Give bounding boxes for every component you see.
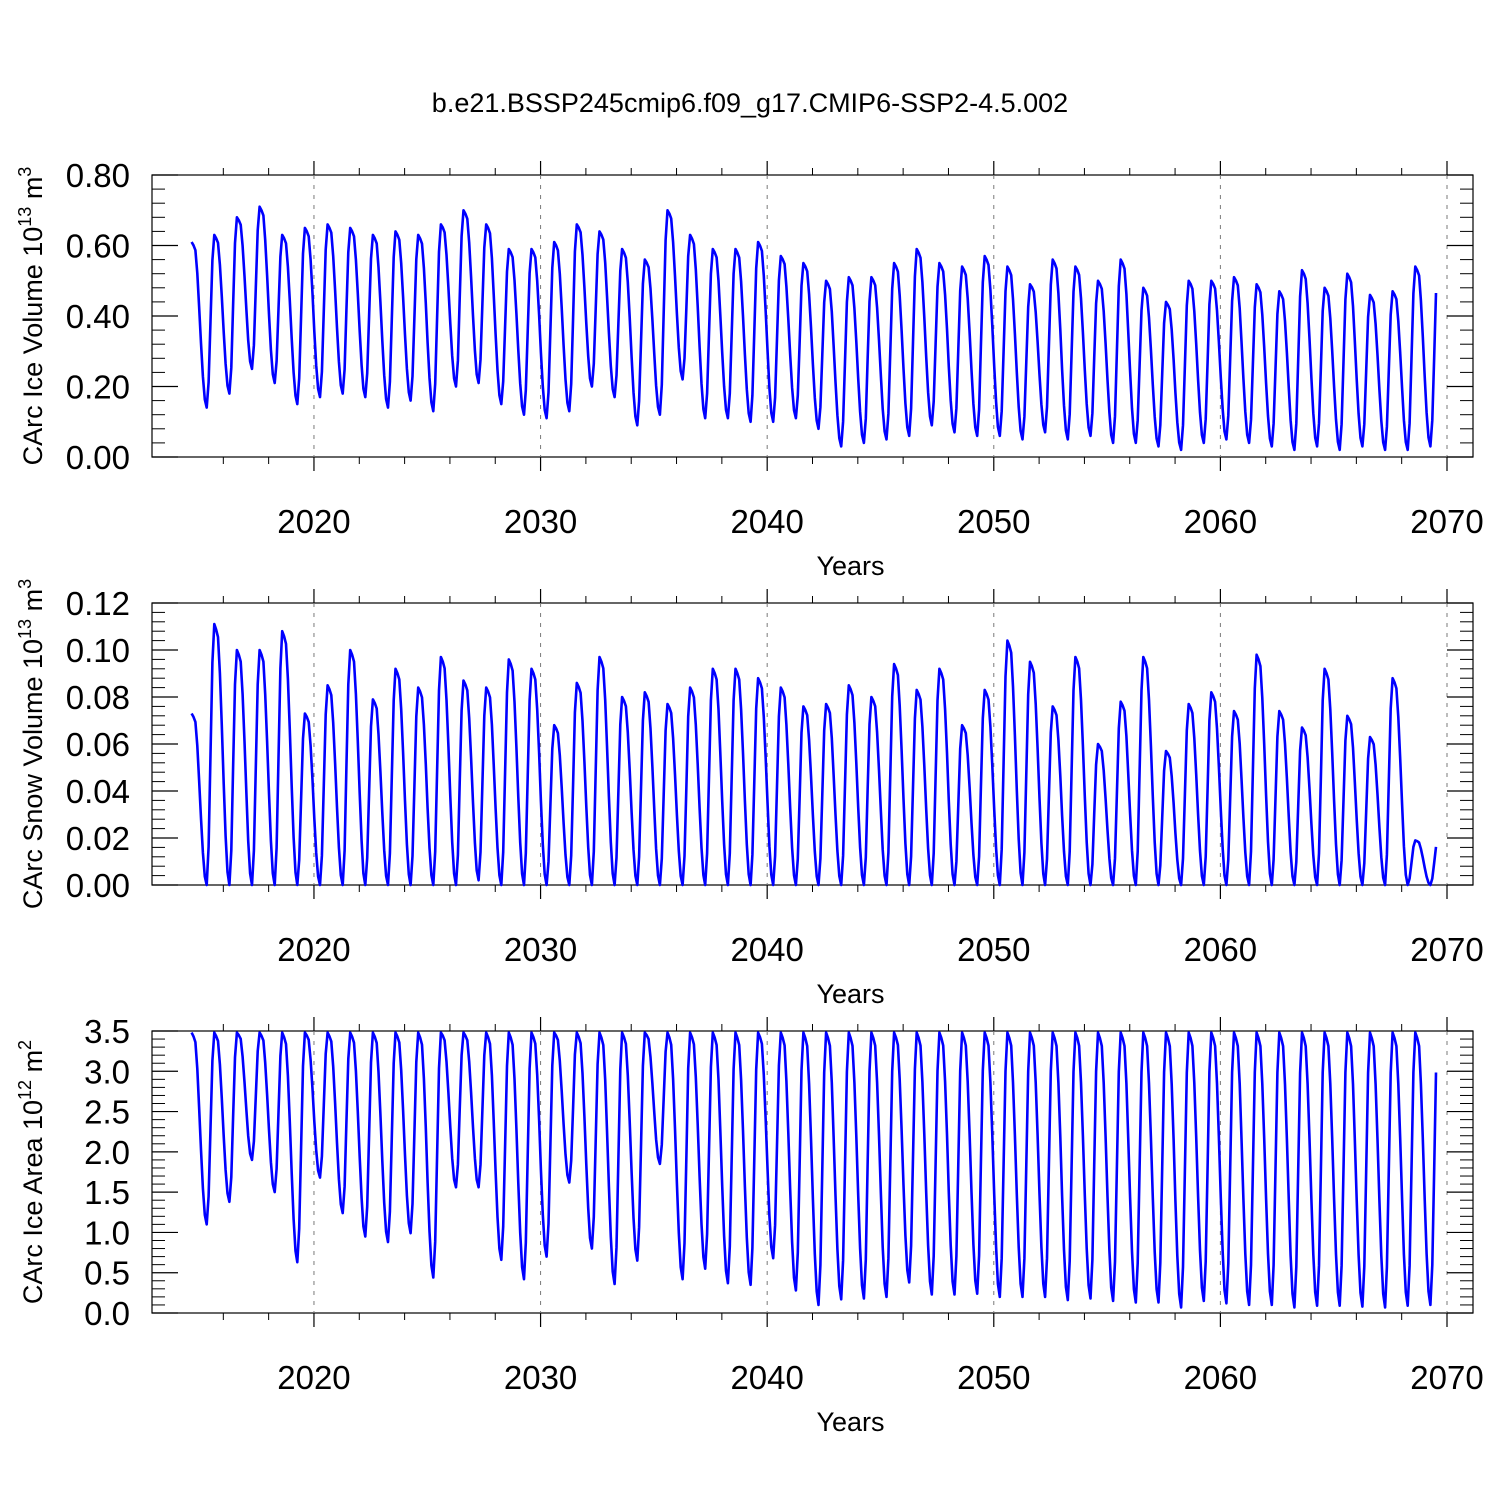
x-tick-label: 2060 — [1184, 1359, 1257, 1396]
x-tick-label: 2020 — [277, 931, 350, 968]
x-tick-label: 2020 — [277, 503, 350, 540]
y-tick-label: 0.5 — [84, 1255, 130, 1292]
y-tick-label: 0.06 — [66, 726, 130, 763]
series-line-1 — [190, 622, 1438, 887]
y-tick-label: 0.60 — [66, 228, 130, 265]
figure-title: b.e21.BSSP245cmip6.f09_g17.CMIP6-SSP2-4.… — [432, 88, 1068, 118]
y-tick-label: 0.08 — [66, 679, 130, 716]
x-tick-label: 2030 — [504, 931, 577, 968]
y-tick-label: 2.0 — [84, 1134, 130, 1171]
x-tick-label: 2040 — [730, 503, 803, 540]
y-tick-label: 3.0 — [84, 1053, 130, 1090]
panel-2: 2020 2030 2040 2050 2060 2070 0.00 0.02 0.04 0.06… — [15, 579, 1484, 1009]
x-tick-label: 2030 — [504, 503, 577, 540]
x-tick-label: 2040 — [730, 1359, 803, 1396]
x-tick-label: 2050 — [957, 503, 1030, 540]
y-tick-label: 0.00 — [66, 867, 130, 904]
x-axis-label: Years — [816, 551, 884, 581]
x-axis-label: Years — [816, 979, 884, 1009]
x-tick-label: 2060 — [1184, 503, 1257, 540]
panel-3: 2020 2030 2040 2050 2060 2070 0.00.5 1.01.52.02… — [15, 1013, 1484, 1437]
y-tick-label: 0.04 — [66, 773, 130, 810]
panel-1: 2020 2030 2040 2050 2060 2070 0.00 0.20 0.40 0.60… — [15, 157, 1484, 581]
y-tick-label: 2.5 — [84, 1094, 130, 1131]
x-tick-label: 2020 — [277, 1359, 350, 1396]
y-axis-label: CArc Ice Area 1012 m2 — [15, 1040, 48, 1304]
x-tick-label: 2070 — [1410, 503, 1483, 540]
x-tick-label: 2030 — [504, 1359, 577, 1396]
x-tick-label: 2070 — [1410, 931, 1483, 968]
x-tick-label: 2050 — [957, 931, 1030, 968]
series-line-1 — [190, 205, 1438, 452]
x-tick-label: 2040 — [730, 931, 803, 968]
y-tick-label: 0.12 — [66, 585, 130, 622]
x-axis-label: Years — [816, 1407, 884, 1437]
y-tick-label: 0.0 — [84, 1295, 130, 1332]
y-tick-label: 0.02 — [66, 820, 130, 857]
series-line-1 — [190, 1031, 1438, 1309]
y-axis-label: CArc Ice Volume 1013 m3 — [15, 167, 48, 466]
y-tick-label: 1.0 — [84, 1214, 130, 1251]
y-tick-label: 1.5 — [84, 1174, 130, 1211]
x-tick-label: 2050 — [957, 1359, 1030, 1396]
y-tick-label: 3.5 — [84, 1013, 130, 1050]
y-tick-label: 0.20 — [66, 369, 130, 406]
y-axis-label: CArc Snow Volume 1013 m3 — [15, 579, 48, 909]
y-tick-label: 0.00 — [66, 439, 130, 476]
x-tick-label: 2060 — [1184, 931, 1257, 968]
y-tick-label: 0.80 — [66, 157, 130, 194]
y-tick-label: 0.40 — [66, 298, 130, 335]
y-tick-label: 0.10 — [66, 632, 130, 669]
x-tick-label: 2070 — [1410, 1359, 1483, 1396]
